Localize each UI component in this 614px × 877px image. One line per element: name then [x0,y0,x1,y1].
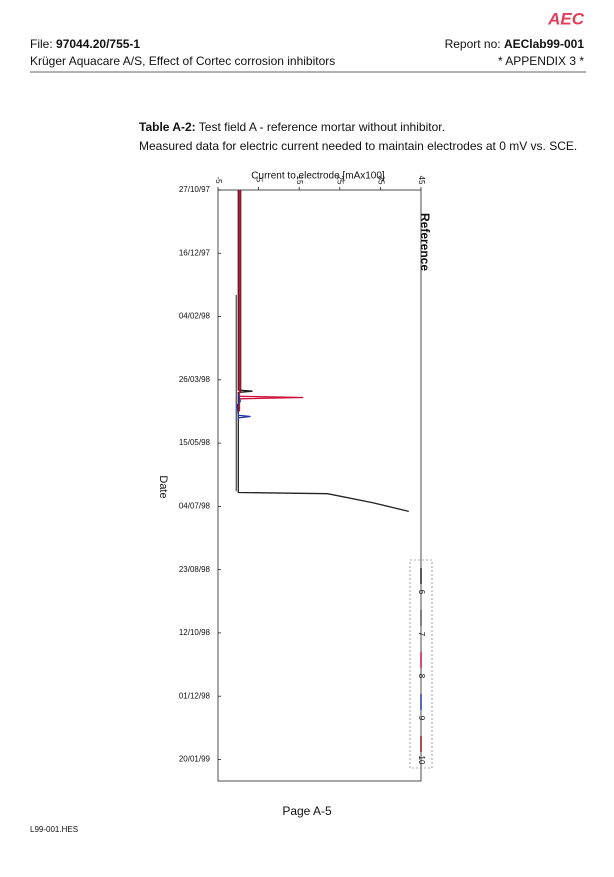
report-line: Report no: AEClab99-001 [445,37,585,51]
series-line [237,190,409,513]
caption: Table A-2: Test field A - reference mort… [139,120,445,134]
y-tick-label: 15/05/98 [179,438,211,447]
company: Krüger Aquacare A/S, Effect of Cortec co… [30,54,335,68]
file-label: File: [30,37,53,51]
report-no: AEClab99-001 [504,37,584,51]
x-tick-label: 45 [417,176,426,185]
x-tick-label: -5 [214,176,223,184]
series-line [238,190,304,412]
caption-line2: Measured data for electric current neede… [139,139,577,153]
legend-label: 7 [417,632,426,637]
y-tick-label: 27/10/97 [179,185,211,194]
annotation: Reference [418,213,432,271]
y-tick-label: 26/03/98 [179,375,211,384]
legend-label: 10 [417,756,426,765]
y-tick-label: 20/01/99 [179,755,211,764]
series-line [236,393,251,421]
file-line: File: 97044.20/755-1 [30,37,140,51]
legend-label: 6 [417,590,426,595]
legend-box [409,559,433,769]
logo: AEC [547,9,585,28]
caption-label: Table A-2: [139,120,196,134]
plot-frame [217,189,422,782]
file-no: 97044.20/755-1 [56,37,140,51]
page-number: Page A-5 [282,804,332,818]
y-tick-label: 04/07/98 [179,501,211,510]
y-axis-label: Date [157,475,169,498]
footer-file: L99-001.HES [30,825,78,834]
legend-label: 9 [417,716,426,721]
x-axis-label: Current to electrode [mAx100] [251,171,385,182]
appendix: * APPENDIX 3 * [498,54,584,68]
y-tick-label: 04/02/98 [179,312,211,321]
y-tick-label: 16/12/97 [179,248,211,257]
report-label: Report no: [445,37,501,51]
x-tick-label: 15 [295,176,304,185]
legend-label: 8 [417,674,426,679]
caption-text: Test field A - reference mortar without … [199,120,445,134]
x-tick-label: 35 [376,176,385,185]
y-tick-label: 23/08/98 [179,565,211,574]
x-tick-label: 5 [254,178,263,183]
y-tick-label: 01/12/98 [179,691,211,700]
y-tick-label: 12/10/98 [179,628,211,637]
x-tick-label: 25 [336,176,345,185]
